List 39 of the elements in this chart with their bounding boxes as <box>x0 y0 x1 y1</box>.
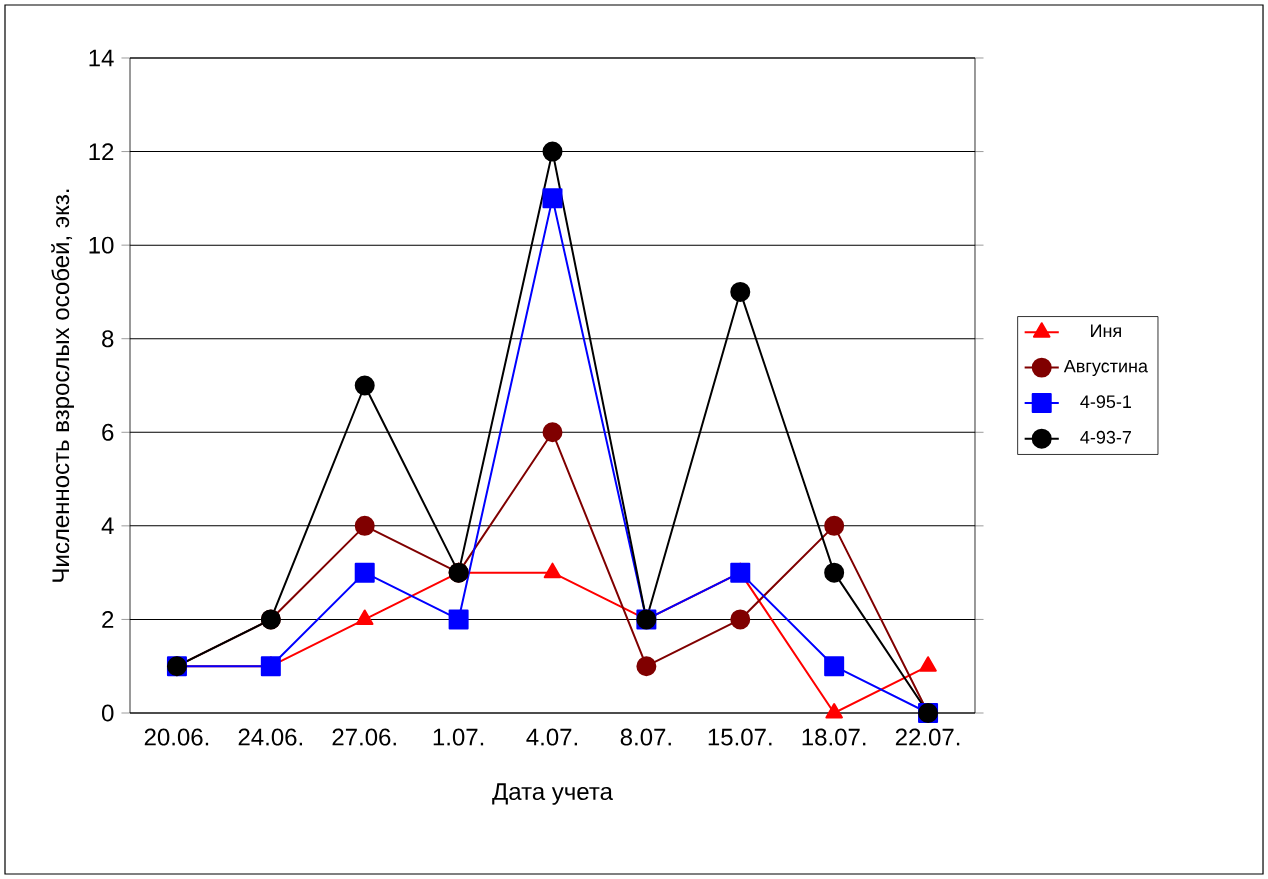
point <box>542 188 563 209</box>
y-tick-label: 6 <box>102 423 114 441</box>
legend-label: 4-95-1 <box>1080 395 1132 409</box>
point <box>542 422 563 443</box>
x-tick-label: 24.06. <box>238 728 302 746</box>
point <box>354 515 375 536</box>
x-tick-label: 22.07. <box>895 728 960 746</box>
y-tick-label: 0 <box>101 704 114 722</box>
point <box>730 562 751 583</box>
x-tick-label: 8.07. <box>620 728 671 746</box>
point <box>354 562 375 583</box>
point <box>824 656 845 677</box>
legend-label: 4-93-7 <box>1080 430 1131 444</box>
legend-label: Иня <box>1091 324 1121 337</box>
y-axis-title: Численность взрослых особей, экз. <box>51 189 74 582</box>
x-tick-label: 1.07. <box>433 728 484 746</box>
point <box>260 656 281 677</box>
point <box>824 562 845 583</box>
y-tick-label: 4 <box>101 517 114 535</box>
point <box>636 656 657 677</box>
x-tick-label: 27.06. <box>332 728 396 746</box>
point <box>730 609 751 630</box>
point <box>542 141 563 162</box>
y-tick-label: 12 <box>89 143 114 160</box>
legend-label: Августина <box>1063 359 1148 377</box>
y-tick-label: 10 <box>89 236 114 254</box>
y-tick-label: 2 <box>102 611 114 628</box>
x-axis-title: Дата учета <box>492 783 613 805</box>
point <box>354 375 375 396</box>
point <box>448 609 469 630</box>
point <box>730 281 751 302</box>
x-tick-label: 15.07. <box>708 728 772 746</box>
x-tick-label: 18.07. <box>802 728 866 746</box>
point <box>825 703 843 719</box>
x-tick-label: 4.07. <box>526 728 577 746</box>
y-tick-label: 8 <box>102 330 114 348</box>
point <box>824 515 845 536</box>
y-tick-label: 14 <box>89 49 114 67</box>
x-tick-label: 20.06. <box>144 728 209 746</box>
